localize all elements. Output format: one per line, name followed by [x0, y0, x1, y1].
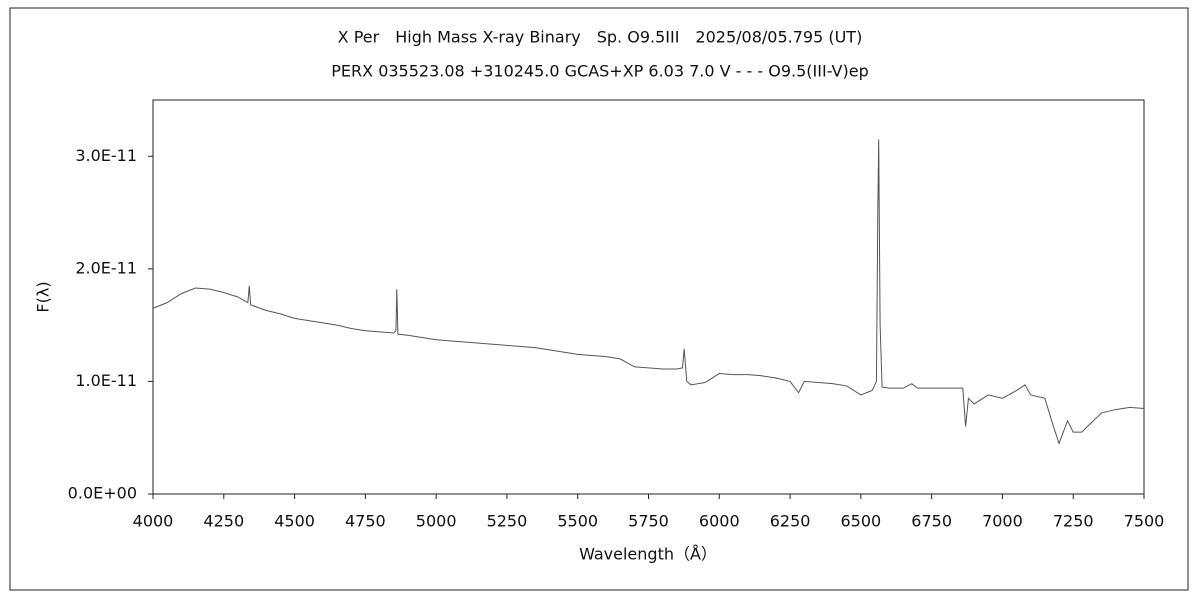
x-tick-label: 4750	[345, 512, 386, 531]
spectrum-line	[152, 139, 1145, 445]
x-tick-label: 6000	[699, 512, 740, 531]
x-axis-label: Wavelength（Å）	[579, 545, 717, 564]
x-tick-label: 7500	[1124, 512, 1165, 531]
x-tick-label: 5250	[487, 512, 528, 531]
x-tick-label: 6500	[840, 512, 881, 531]
y-tick-label: 3.0E-11	[75, 146, 137, 165]
y-axis-label: F(λ)	[34, 281, 53, 312]
x-tick-label: 4000	[133, 512, 174, 531]
chart-subtitle: PERX 035523.08 +310245.0 GCAS+XP 6.03 7.…	[331, 62, 868, 81]
x-tick-label: 6250	[770, 512, 811, 531]
x-tick-label: 5000	[416, 512, 457, 531]
x-tick-label: 6750	[911, 512, 952, 531]
x-tick-label: 5500	[557, 512, 598, 531]
x-tick-label: 7250	[1053, 512, 1094, 531]
x-tick-label: 4250	[203, 512, 244, 531]
chart-frame	[9, 7, 1189, 591]
x-tick-label: 4500	[274, 512, 315, 531]
x-tick-label: 5750	[628, 512, 669, 531]
y-tick-label: 0.0E+00	[68, 484, 137, 503]
y-tick-label: 1.0E-11	[75, 371, 137, 390]
chart-title: X Per High Mass X-ray Binary Sp. O9.5III…	[338, 28, 863, 47]
y-tick-label: 2.0E-11	[75, 258, 137, 277]
x-tick-label: 7000	[982, 512, 1023, 531]
